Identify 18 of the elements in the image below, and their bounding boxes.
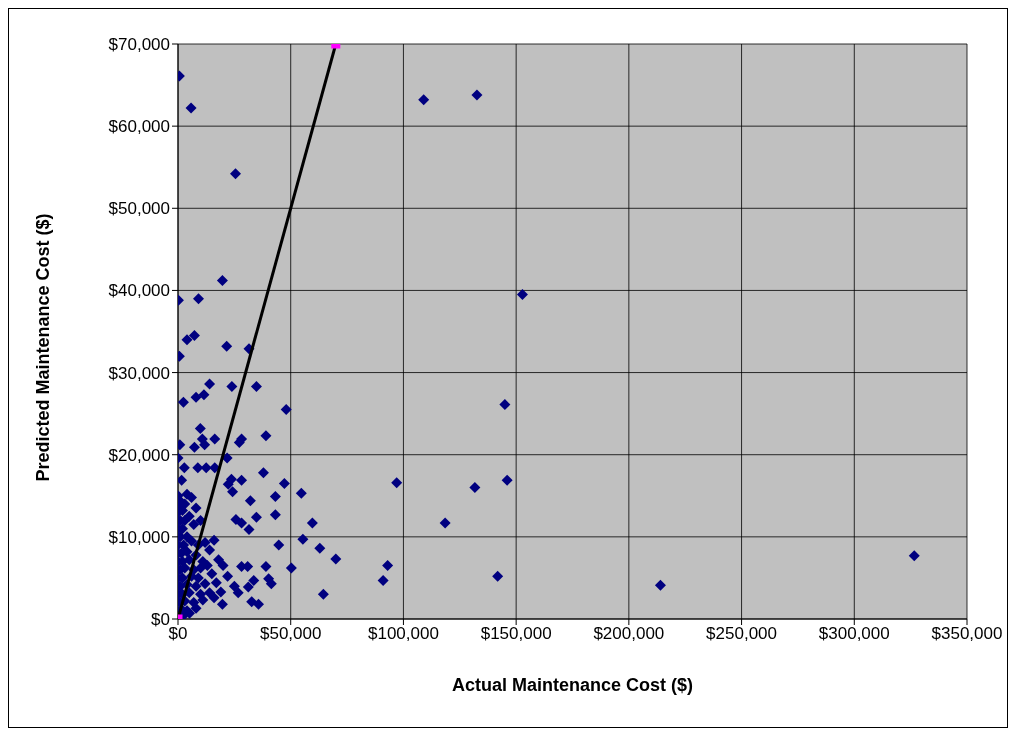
- x-tick-label: $350,000: [931, 624, 1003, 644]
- x-tick-label: $250,000: [706, 624, 778, 644]
- y-tick-label: $60,000: [108, 117, 170, 137]
- y-tick-label: $20,000: [108, 445, 170, 465]
- x-tick-label: $100,000: [367, 624, 439, 644]
- x-tick-label: $200,000: [593, 624, 665, 644]
- x-tick-label: $0: [168, 624, 188, 644]
- y-tick-label: $70,000: [108, 35, 170, 55]
- y-tick-label: $30,000: [108, 363, 170, 383]
- x-axis-title: Actual Maintenance Cost ($): [451, 675, 694, 695]
- x-tick-label: $50,000: [259, 624, 322, 644]
- y-tick-label: $10,000: [108, 527, 170, 547]
- y-tick-label: $40,000: [108, 281, 170, 301]
- y-tick-label: $0: [151, 610, 170, 630]
- x-tick-label: $150,000: [480, 624, 552, 644]
- y-tick-label: $50,000: [108, 199, 170, 219]
- y-axis-title: Predicted Maintenance Cost ($): [33, 213, 54, 482]
- x-tick-label: $300,000: [818, 624, 890, 644]
